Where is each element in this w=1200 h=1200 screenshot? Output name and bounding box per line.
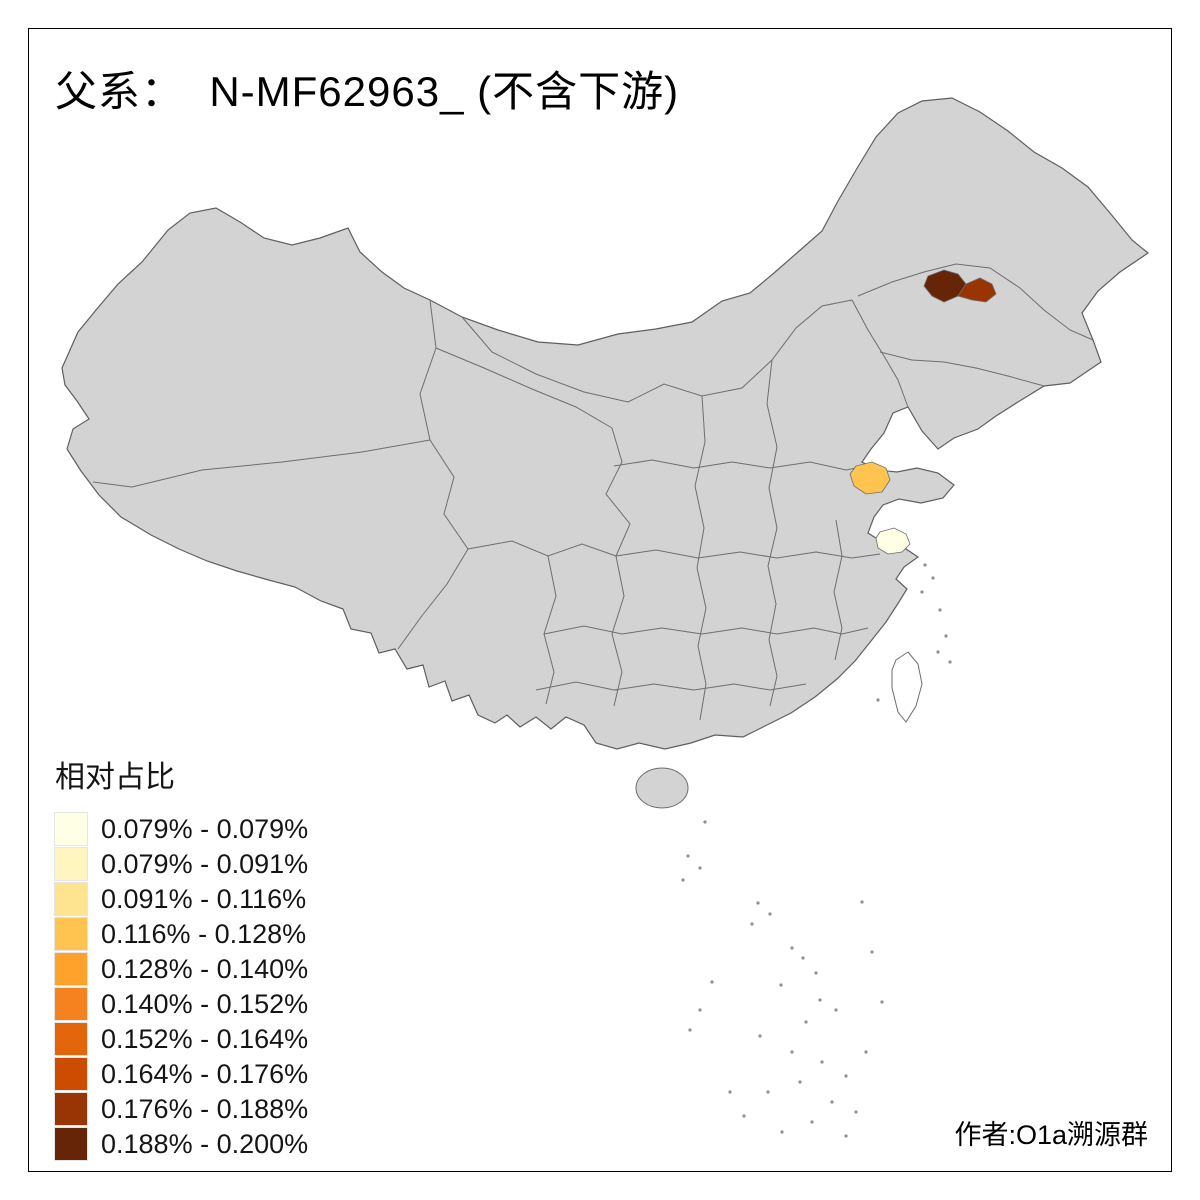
legend-label: 0.091% - 0.116% [101,883,307,914]
legend-label: 0.079% - 0.079% [101,813,309,844]
legend-label: 0.079% - 0.091% [101,848,309,879]
legend-swatch [54,1057,88,1091]
legend-items: 0.079% - 0.079% 0.079% - 0.091% 0.091% - 0… [54,812,309,1161]
legend-swatch [54,917,88,951]
legend-item: 0.164% - 0.176% [54,1057,309,1091]
legend-label: 0.176% - 0.188% [101,1093,309,1124]
legend-item: 0.079% - 0.079% [54,812,309,846]
legend-title: 相对占比 [55,761,175,794]
legend-item: 0.079% - 0.091% [54,847,309,881]
legend-swatch [54,952,88,986]
hainan-island [635,767,689,809]
taiwan-island [891,651,923,723]
small-islands [681,563,952,1138]
patch-northeast-medium [957,277,997,303]
patch-jiangsu-orange [849,461,891,495]
legend-item: 0.152% - 0.164% [54,1022,309,1056]
legend-item: 0.176% - 0.188% [54,1092,309,1126]
legend-swatch [54,1127,88,1161]
legend-label: 0.188% - 0.200% [101,1128,309,1159]
legend-label: 0.116% - 0.128% [101,918,307,949]
legend-swatch [54,812,88,846]
legend-item: 0.188% - 0.200% [54,1127,309,1161]
province-borders [92,263,1094,721]
legend-item: 0.140% - 0.152% [54,987,309,1021]
legend-label: 0.152% - 0.164% [101,1023,309,1054]
legend-label: 0.128% - 0.140% [101,953,309,984]
legend-label: 0.140% - 0.152% [101,988,309,1019]
highlight-patches [849,269,997,555]
legend-swatch [54,847,88,881]
author-credit: 作者:O1a溯源群 [954,1120,1148,1150]
legend-label: 0.164% - 0.176% [101,1058,309,1089]
islands [635,563,952,1138]
legend-item: 0.128% - 0.140% [54,952,309,986]
legend: 相对占比 0.079% - 0.079% 0.079% - 0.091% 0.091… [54,752,309,1162]
legend-swatch [54,882,88,916]
legend-swatch [54,1022,88,1056]
legend-swatch [54,1092,88,1126]
legend-swatch [54,987,88,1021]
map-title: 父系： N-MF62963_ (不含下游) [55,68,680,115]
patch-shanghai-pale [875,527,911,555]
legend-item: 0.116% - 0.128% [54,917,308,951]
legend-item: 0.091% - 0.116% [54,882,308,916]
